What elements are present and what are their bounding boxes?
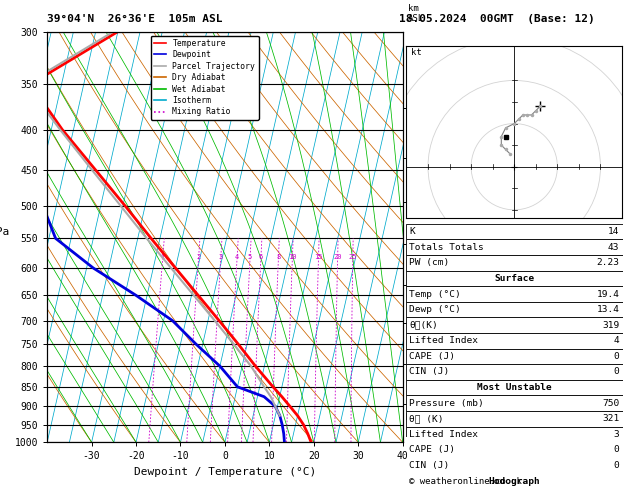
Text: Pressure (mb): Pressure (mb) [409,399,484,408]
Text: 750: 750 [602,399,620,408]
Bar [406,240,623,255]
Text: Hodograph: Hodograph [488,477,540,486]
Text: Totals Totals: Totals Totals [409,243,484,252]
Text: 321: 321 [602,414,620,423]
Text: Mixing Ratio (g/kg): Mixing Ratio (g/kg) [421,190,430,284]
Text: 4: 4 [614,336,620,345]
Text: θᴇ(K): θᴇ(K) [409,321,438,330]
Text: 3: 3 [614,430,620,439]
Text: 0: 0 [614,461,620,470]
Bar [406,224,623,240]
Text: CIN (J): CIN (J) [409,461,449,470]
Bar [406,442,623,458]
Bar [406,286,623,302]
Bar [406,364,623,380]
Text: km
ASL: km ASL [408,4,424,23]
Text: PW (cm): PW (cm) [409,259,449,267]
Text: 25: 25 [348,254,357,260]
Bar [406,458,623,473]
Y-axis label: hPa: hPa [0,227,9,237]
Legend: Temperature, Dewpoint, Parcel Trajectory, Dry Adiabat, Wet Adiabat, Isotherm, Mi: Temperature, Dewpoint, Parcel Trajectory… [151,35,259,120]
Text: 0: 0 [614,352,620,361]
Text: 0: 0 [614,367,620,377]
Text: K: K [409,227,415,236]
Bar [406,348,623,364]
Bar [406,302,623,317]
Text: Lifted Index: Lifted Index [409,336,478,345]
Text: kt: kt [411,48,421,56]
Bar [406,271,623,286]
X-axis label: Dewpoint / Temperature (°C): Dewpoint / Temperature (°C) [134,467,316,477]
Text: 319: 319 [602,321,620,330]
Text: 2.23: 2.23 [596,259,620,267]
Text: 3: 3 [218,254,223,260]
Text: 43: 43 [608,243,620,252]
Text: 18.05.2024  00GMT  (Base: 12): 18.05.2024 00GMT (Base: 12) [399,14,595,24]
Text: Dewp (°C): Dewp (°C) [409,305,461,314]
Text: 10: 10 [288,254,296,260]
Text: 8: 8 [276,254,281,260]
Text: 1: 1 [160,254,165,260]
Text: 2: 2 [196,254,201,260]
Text: 13.4: 13.4 [596,305,620,314]
Text: 4: 4 [235,254,239,260]
Text: 14: 14 [608,227,620,236]
Text: CAPE (J): CAPE (J) [409,445,455,454]
Bar [406,473,623,486]
Text: Lifted Index: Lifted Index [409,430,478,439]
Text: Surface: Surface [494,274,535,283]
Text: 19.4: 19.4 [596,290,620,298]
Bar [406,427,623,442]
Text: LCL: LCL [405,413,421,422]
Text: 6: 6 [259,254,263,260]
Text: Most Unstable: Most Unstable [477,383,552,392]
Bar [406,255,623,271]
Text: 0: 0 [614,445,620,454]
Text: CAPE (J): CAPE (J) [409,352,455,361]
Text: 39°04'N  26°36'E  105m ASL: 39°04'N 26°36'E 105m ASL [47,14,223,24]
Bar [406,333,623,348]
Text: 20: 20 [333,254,342,260]
Text: θᴇ (K): θᴇ (K) [409,414,443,423]
Bar [406,411,623,427]
Bar [406,380,623,395]
Bar [406,317,623,333]
Text: 5: 5 [248,254,252,260]
Text: © weatheronline.co.uk: © weatheronline.co.uk [409,477,522,486]
Text: CIN (J): CIN (J) [409,367,449,377]
Text: 15: 15 [314,254,323,260]
Text: Temp (°C): Temp (°C) [409,290,461,298]
Bar [406,395,623,411]
